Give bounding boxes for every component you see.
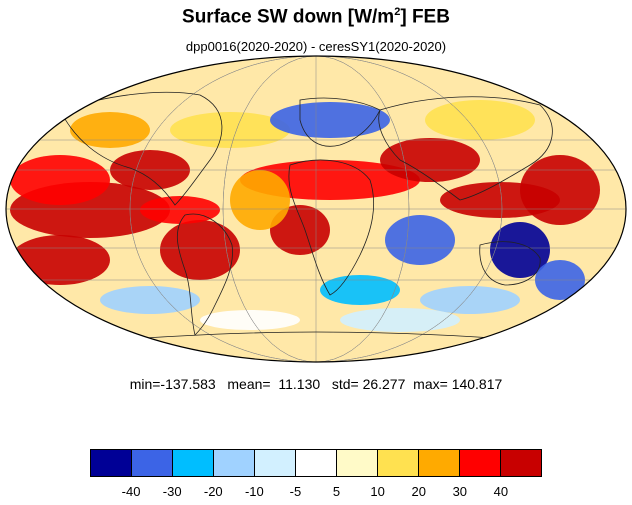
colorbar-box [378,450,419,476]
world-map [5,55,627,363]
stat-std-label: std= [331,376,359,392]
field-blob [425,100,535,140]
field-blob [200,310,300,330]
colorbar-box [460,450,501,476]
colorbar-box [214,450,255,476]
stat-mean-label: mean= [227,376,271,392]
field-blob [70,112,150,148]
map-subtitle: dpp0016(2020-2020) - ceresSY1(2020-2020) [185,39,447,54]
colorbar [90,449,542,477]
title-main: Surface SW down [W/m [182,6,395,28]
colorbar-box [337,450,378,476]
colorbar-tick-label: -10 [244,484,264,499]
graticule-meridian [222,56,410,362]
globe-outline [5,55,627,363]
colorbar-box [419,450,460,476]
title-tail: ] FEB [400,6,450,28]
field-blob [140,196,220,224]
field-blob [10,235,110,285]
colorbar-tick-label: -40 [121,484,141,499]
colorbar-box [132,450,173,476]
colorbar-box [296,450,337,476]
field-blob [490,222,550,278]
stat-max-value: 140.817 [451,376,503,392]
stat-min-value: -137.583 [160,376,216,392]
field-blob [420,286,520,314]
title-superscript: 2 [394,6,401,18]
colorbar-tick-label: -30 [162,484,182,499]
stat-mean-value: 11.130 [278,376,321,392]
colorbar-tick-label: 30 [452,484,468,499]
stat-max-label: max= [413,376,448,392]
field-blob [385,215,455,265]
map-field-layer [6,56,626,362]
colorbar-tick-label: 5 [332,484,341,499]
colorbar-labels: -40 -30 -20 -10 -5 5 10 20 30 40 [90,484,542,502]
field-blob [10,155,110,205]
graticule-meridian [129,56,503,362]
colorbar-tick-label: 40 [493,484,509,499]
colorbar-tick-label: 10 [370,484,385,499]
stat-min-label: min= [129,376,161,392]
field-blob [320,275,400,305]
colorbar-box [255,450,296,476]
field-blob [270,102,390,138]
colorbar-tick-label: 20 [411,484,426,499]
field-blob [340,308,460,332]
field-blob [270,205,330,255]
colorbar-box [173,450,214,476]
statistics-line: min=-137.583 mean= 11.130 std= 26.277 ma… [0,376,632,392]
map-title: Surface SW down [W/m2] FEB [0,6,632,28]
field-blob [230,170,290,230]
colorbar-box [501,450,541,476]
colorbar-box [91,450,132,476]
field-blob [160,220,240,280]
graticule-lines [6,56,626,362]
field-blob [170,112,290,148]
field-blob [380,138,480,182]
stat-std-value: 26.277 [362,376,406,392]
field-blob [520,155,600,225]
colorbar-tick-label: -5 [289,484,302,499]
colorbar-tick-label: -20 [203,484,223,499]
field-blob [100,286,200,314]
